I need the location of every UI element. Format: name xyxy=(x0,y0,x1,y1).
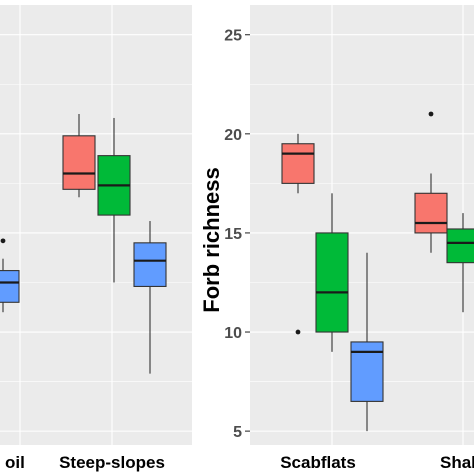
box-body xyxy=(133,242,167,287)
y-axis-title: Forb richness xyxy=(199,167,224,312)
box-body xyxy=(315,232,349,333)
outlier-point xyxy=(0,238,6,244)
panel-background xyxy=(0,5,192,445)
right-panel: Scabflats Shallov 5 10 15 20 25 Forb richness xyxy=(199,5,474,472)
y-tick-label: 10 xyxy=(224,325,242,342)
category-label: Shallov xyxy=(440,453,474,472)
box-shallow-series-1 xyxy=(414,111,448,253)
box-body xyxy=(0,270,20,303)
box-scabflats-series-2 xyxy=(315,193,349,352)
box-steep-slopes-series-3 xyxy=(133,221,167,374)
box-steep-slopes-series-1 xyxy=(62,114,96,198)
box-scabflats-series-1 xyxy=(281,133,315,335)
y-tick-label: 20 xyxy=(224,127,242,144)
box-scabflats-series-3 xyxy=(350,252,384,432)
outlier-point xyxy=(295,329,301,335)
box-body xyxy=(281,143,315,184)
box-deep-soil-series-3 xyxy=(0,238,20,313)
box-body xyxy=(62,135,96,190)
category-label: Scabflats xyxy=(280,453,356,472)
y-tick-label: 25 xyxy=(224,28,242,45)
left-panel: oil Steep-slopes xyxy=(0,5,192,472)
box-shallow-series-2 xyxy=(446,213,474,313)
category-label: oil xyxy=(5,453,25,472)
box-body xyxy=(446,228,474,264)
outlier-point xyxy=(428,111,434,117)
box-steep-slopes-series-2 xyxy=(97,117,131,283)
box-body xyxy=(414,192,448,234)
y-tick-label: 15 xyxy=(224,226,242,243)
y-tick-label: 5 xyxy=(233,424,242,441)
category-label: Steep-slopes xyxy=(59,453,165,472)
